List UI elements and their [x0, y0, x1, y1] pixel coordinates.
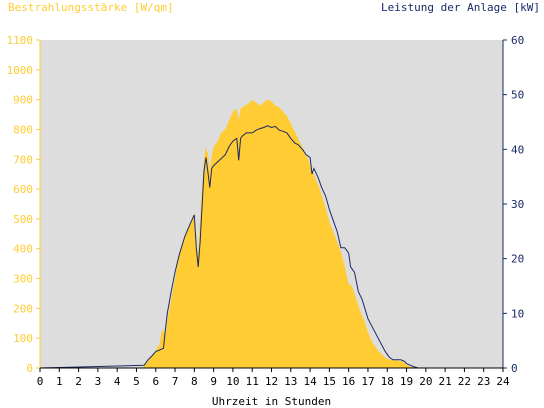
axes-layer: 0100200300400500600700800900100011000102…: [7, 34, 525, 388]
series-layer: [39, 99, 503, 369]
right-tick-label: 10: [511, 307, 524, 320]
power-line: [39, 125, 503, 369]
x-tick-label: 1: [56, 375, 63, 388]
x-tick-label: 21: [439, 375, 452, 388]
irradiance-area: [40, 99, 503, 368]
left-axis-title: Bestrahlungsstärke [W/qm]: [8, 1, 174, 14]
x-tick-label: 23: [477, 375, 490, 388]
x-axis-title: Uhrzeit in Stunden: [212, 395, 331, 408]
left-tick-label: 100: [13, 332, 33, 345]
right-axis-title: Leistung der Anlage [kW]: [381, 1, 540, 14]
left-tick-label: 1000: [7, 64, 34, 77]
right-tick-label: 60: [511, 34, 524, 47]
x-tick-label: 10: [226, 375, 239, 388]
x-tick-label: 16: [342, 375, 355, 388]
right-tick-label: 50: [511, 89, 524, 102]
left-tick-label: 200: [13, 302, 33, 315]
right-tick-label: 0: [511, 362, 518, 375]
x-tick-label: 6: [152, 375, 159, 388]
left-tick-label: 900: [13, 94, 33, 107]
left-tick-label: 700: [13, 153, 33, 166]
x-tick-label: 15: [323, 375, 336, 388]
x-tick-label: 20: [419, 375, 432, 388]
x-tick-label: 17: [361, 375, 374, 388]
right-tick-label: 20: [511, 253, 524, 266]
x-tick-label: 8: [191, 375, 198, 388]
x-tick-label: 5: [133, 375, 140, 388]
x-tick-label: 0: [37, 375, 44, 388]
x-tick-label: 19: [400, 375, 413, 388]
x-tick-label: 24: [496, 375, 510, 388]
left-tick-label: 1100: [7, 34, 34, 47]
x-tick-label: 11: [246, 375, 259, 388]
left-tick-label: 500: [13, 213, 33, 226]
x-tick-label: 13: [284, 375, 297, 388]
left-tick-label: 800: [13, 123, 33, 136]
x-tick-label: 18: [381, 375, 394, 388]
x-tick-label: 4: [114, 375, 121, 388]
right-tick-label: 40: [511, 143, 524, 156]
left-tick-label: 0: [26, 362, 33, 375]
right-tick-label: 30: [511, 198, 524, 211]
x-tick-label: 22: [458, 375, 471, 388]
left-tick-label: 300: [13, 273, 33, 286]
x-tick-label: 2: [75, 375, 82, 388]
left-tick-label: 600: [13, 183, 33, 196]
x-tick-label: 12: [265, 375, 278, 388]
x-tick-label: 3: [95, 375, 102, 388]
x-tick-label: 14: [303, 375, 317, 388]
x-tick-label: 9: [210, 375, 217, 388]
x-tick-label: 7: [172, 375, 179, 388]
left-tick-label: 400: [13, 243, 33, 256]
